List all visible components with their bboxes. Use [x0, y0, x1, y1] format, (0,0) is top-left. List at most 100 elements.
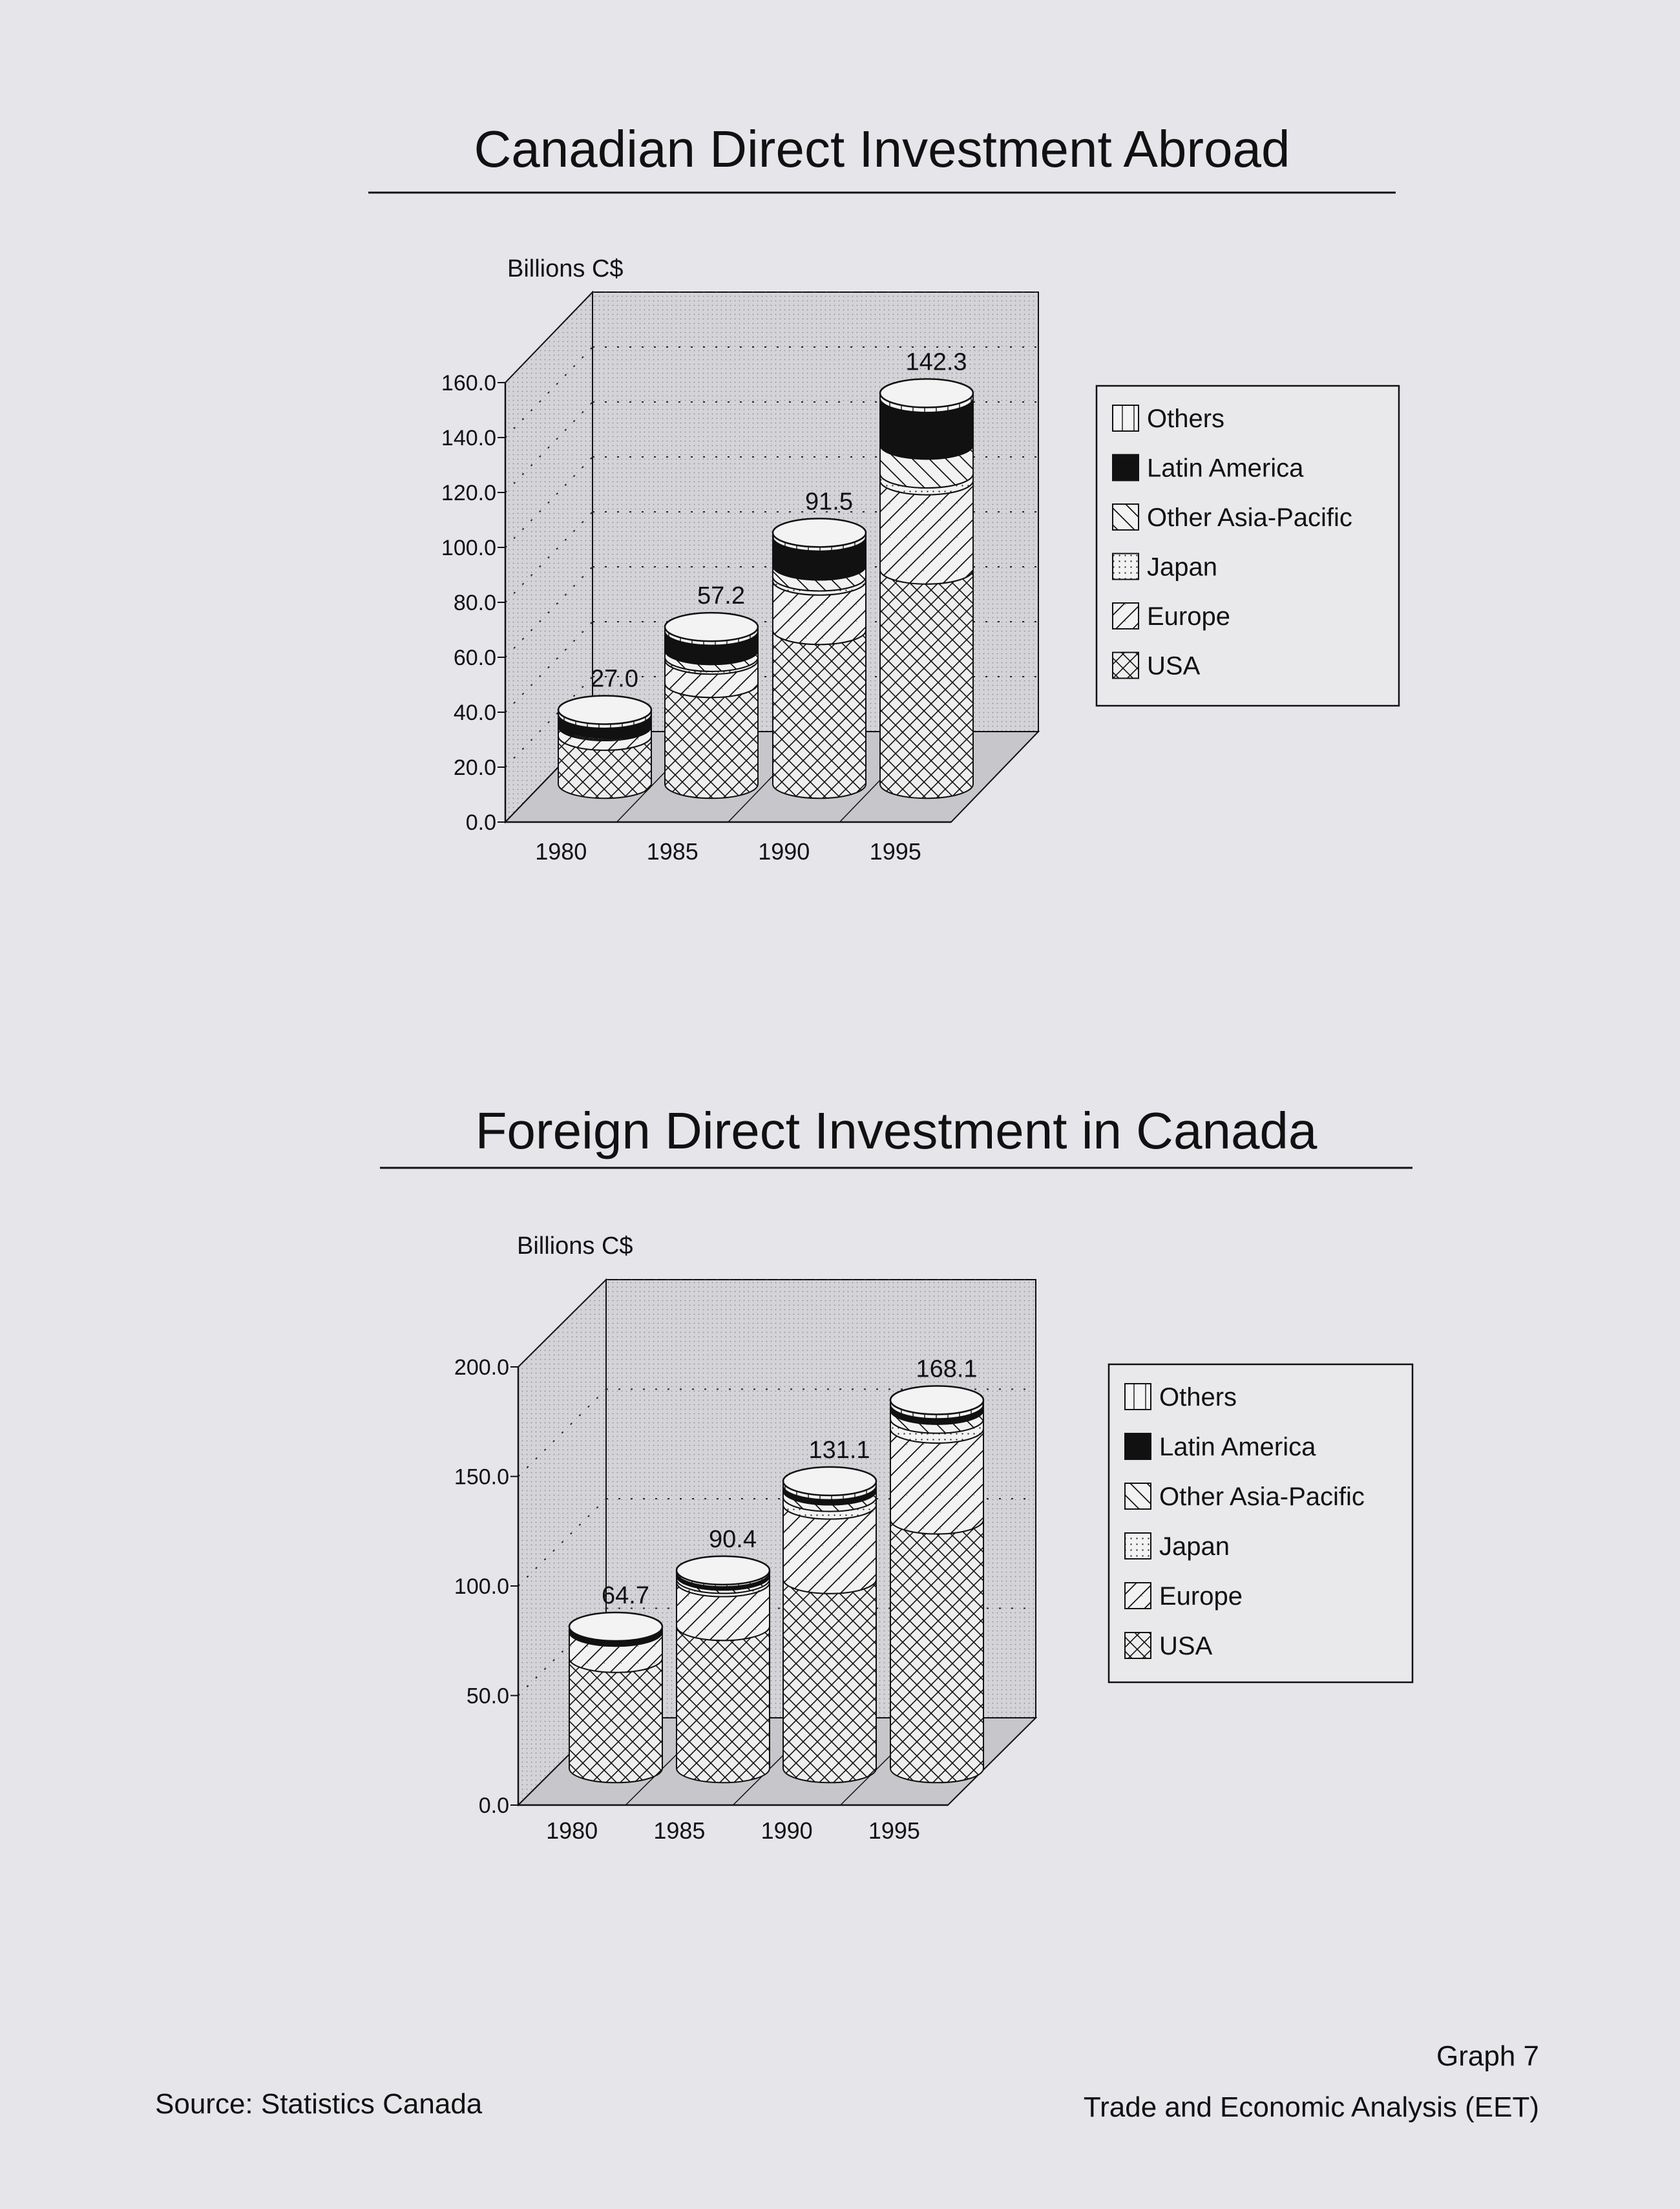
- y-tick-label: 120.0: [441, 481, 496, 505]
- y-tick-label: 160.0: [441, 371, 496, 396]
- cylinder-1995: [879, 378, 974, 799]
- legend-label: Latin America: [1147, 454, 1304, 483]
- legend-label: Others: [1147, 405, 1224, 433]
- y-tick-label: 80.0: [454, 591, 496, 615]
- gridline: [505, 511, 593, 603]
- legend-label: Latin America: [1159, 1433, 1316, 1461]
- legend-swatch: [1112, 651, 1139, 679]
- cylinder-1985: [664, 611, 759, 799]
- legend-label: Others: [1159, 1383, 1237, 1411]
- legend: Others Latin America Other Asia-Pacific Jap…: [1108, 1363, 1414, 1684]
- source-note: Source: Statistics Canada: [155, 2088, 483, 2120]
- graph-number: Graph 7: [1436, 2040, 1539, 2072]
- legend-swatch: [1112, 503, 1139, 531]
- gridline: [505, 566, 593, 658]
- x-tick-label: 1985: [653, 1817, 705, 1844]
- segment-europe: [879, 480, 974, 585]
- total-label: 168.1: [916, 1355, 977, 1382]
- segment-usa: [664, 683, 759, 799]
- segment-usa: [890, 1519, 984, 1784]
- agency-note: Trade and Economic Analysis (EET): [1084, 2091, 1539, 2123]
- segment-usa: [772, 630, 866, 799]
- legend-label: Europe: [1159, 1582, 1243, 1611]
- legend-swatch: [1124, 1632, 1151, 1659]
- gridline: [518, 1279, 607, 1368]
- legend-swatch: [1112, 454, 1139, 481]
- cylinder-1980: [568, 1611, 664, 1784]
- y-tick-label: 20.0: [454, 756, 496, 780]
- fdi-chart: Foreign Direct Investment in Canada Billi…: [380, 1102, 1414, 1844]
- chart-title: Canadian Direct Investment Abroad: [474, 120, 1290, 178]
- total-label: 64.7: [602, 1582, 649, 1609]
- legend-swatch: [1112, 553, 1139, 580]
- total-label: 90.4: [709, 1526, 757, 1553]
- legend-swatch: [1124, 1582, 1151, 1609]
- y-tick-label: 40.0: [454, 701, 496, 725]
- legend-label: USA: [1147, 652, 1201, 681]
- total-label: 57.2: [697, 582, 745, 609]
- legend-swatch: [1112, 405, 1139, 432]
- gridline: [505, 456, 593, 548]
- cylinder-top: [675, 1555, 771, 1586]
- legend-label: Other Asia-Pacific: [1159, 1483, 1365, 1511]
- gridline: [505, 291, 593, 383]
- gridline: [518, 1607, 607, 1696]
- gridline: [505, 621, 593, 713]
- cylinder-top: [557, 695, 653, 725]
- legend-swatch: [1124, 1433, 1151, 1460]
- cylinder-top: [664, 611, 759, 642]
- y-tick-label: 0.0: [466, 810, 496, 835]
- y-tick-label: 200.0: [454, 1355, 509, 1380]
- segment-usa: [782, 1579, 877, 1784]
- total-label: 142.3: [905, 348, 967, 375]
- segment-usa: [569, 1658, 663, 1784]
- legend-box: [1108, 1363, 1414, 1684]
- legend-label: Other Asia-Pacific: [1147, 503, 1352, 532]
- cylinder-1995: [889, 1385, 985, 1784]
- segment-europe: [890, 1428, 984, 1535]
- legend-swatch: [1124, 1383, 1151, 1410]
- gridline: [505, 676, 593, 768]
- y-tick-label: 60.0: [454, 646, 496, 670]
- x-tick-label: 1995: [870, 838, 921, 865]
- unit-label: Billions C$: [507, 255, 624, 282]
- cylinder-top: [568, 1611, 664, 1642]
- y-tick-label: 140.0: [441, 426, 496, 450]
- y-tick-label: 50.0: [467, 1684, 509, 1709]
- total-label: 91.5: [805, 488, 853, 515]
- segment-usa: [676, 1626, 770, 1784]
- cylinder-top: [879, 378, 974, 408]
- cylinder-1985: [675, 1555, 771, 1784]
- gridline: [505, 401, 593, 493]
- cylinder-top: [772, 518, 867, 548]
- legend-label: USA: [1159, 1632, 1213, 1660]
- segment-usa: [879, 569, 974, 799]
- gridline: [518, 1388, 607, 1477]
- x-tick-label: 1990: [758, 838, 810, 865]
- chart-title: Foreign Direct Investment in Canada: [476, 1102, 1318, 1159]
- cylinder-top: [782, 1466, 877, 1497]
- y-tick-label: 150.0: [454, 1465, 509, 1490]
- legend-swatch: [1124, 1532, 1151, 1559]
- legend-swatch: [1112, 602, 1139, 629]
- cylinder-1980: [557, 695, 653, 799]
- y-tick-label: 100.0: [454, 1574, 509, 1599]
- legend-label: Japan: [1159, 1532, 1230, 1561]
- legend-label: Japan: [1147, 553, 1217, 582]
- x-tick-label: 1980: [546, 1817, 598, 1844]
- cylinder-top: [889, 1385, 985, 1415]
- y-tick-label: 100.0: [441, 536, 496, 560]
- cylinder-1990: [782, 1466, 877, 1784]
- x-tick-label: 1995: [868, 1817, 920, 1844]
- footer: Source: Statistics Canada Graph 7 Trade …: [155, 2040, 1539, 2123]
- x-tick-label: 1990: [761, 1817, 813, 1844]
- cdia-chart: Canadian Direct Investment Abroad Billion…: [368, 120, 1400, 865]
- legend-label: Europe: [1147, 602, 1230, 631]
- cylinder-1990: [772, 518, 867, 799]
- gridline: [518, 1498, 607, 1587]
- legend-box: [1095, 385, 1400, 707]
- total-label: 27.0: [591, 665, 638, 692]
- legend-swatch: [1124, 1483, 1151, 1510]
